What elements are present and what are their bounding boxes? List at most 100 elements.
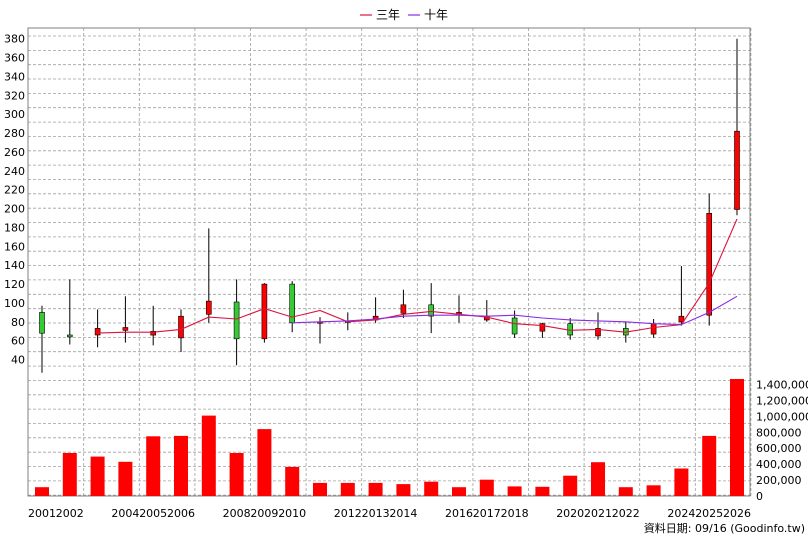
- series-line-3y: [97, 218, 738, 334]
- year-tick-label: 2005: [139, 507, 167, 520]
- year-tick-label: 2002: [56, 507, 84, 520]
- volume-tick-label: 1,400,000: [756, 379, 808, 392]
- volume-bar: [285, 466, 300, 496]
- volume-tick-label: 0: [756, 490, 763, 503]
- candle-body: [400, 304, 407, 314]
- volume-bar: [479, 479, 494, 496]
- candle-body: [261, 283, 268, 340]
- volume-bar: [674, 468, 689, 496]
- year-tick-label: 2018: [501, 507, 529, 520]
- volume-bar: [702, 435, 717, 496]
- candle-body: [150, 330, 156, 336]
- price-tick-label: 300: [4, 108, 25, 121]
- legend: 三年 十年: [360, 8, 448, 22]
- volume-bar: [35, 487, 49, 496]
- volume-bar: [452, 487, 466, 496]
- candle-body: [289, 283, 296, 324]
- volume-bar: [229, 453, 244, 496]
- legend-label-10y: 十年: [424, 8, 448, 22]
- average-lines: [97, 218, 738, 334]
- price-tick-label: 60: [11, 335, 25, 348]
- candle-body: [539, 323, 546, 332]
- price-tick-label: 240: [4, 165, 25, 178]
- year-tick-label: 2020: [556, 507, 584, 520]
- plot-frame: [27, 27, 751, 497]
- volume-bar: [201, 415, 216, 496]
- legend-label-3y: 三年: [376, 8, 400, 22]
- year-tick-label: 2024: [667, 507, 695, 520]
- year-tick-label: 2008: [223, 507, 251, 520]
- price-tick-label: 320: [4, 89, 25, 102]
- axes: [27, 27, 751, 497]
- candle-body: [650, 323, 657, 335]
- year-tick-label: 2016: [445, 507, 473, 520]
- year-tick-label: 2012: [334, 507, 362, 520]
- year-tick-label: 2025: [695, 507, 723, 520]
- volume-tick-label: 400,000: [756, 458, 802, 471]
- volume-bar: [507, 486, 522, 496]
- year-tick-label: 2009: [250, 507, 278, 520]
- volume-tick-label: 800,000: [756, 426, 802, 439]
- volume-bar: [535, 486, 550, 496]
- price-tick-label: 160: [4, 240, 25, 253]
- volume-bar: [730, 379, 744, 496]
- year-tick-label: 2004: [111, 507, 139, 520]
- volume-bar: [424, 481, 439, 496]
- volume-tick-label: 200,000: [756, 474, 802, 487]
- candle-body: [94, 328, 101, 336]
- year-tick-label: 2026: [723, 507, 751, 520]
- candle-body: [511, 317, 518, 335]
- price-tick-label: 260: [4, 146, 25, 159]
- candle-body: [122, 327, 129, 331]
- year-tick-label: 2022: [612, 507, 640, 520]
- price-tick-label: 220: [4, 184, 25, 197]
- axis-labels: 4060801001201401601802002202402602803003…: [4, 33, 808, 520]
- year-tick-label: 2001: [28, 507, 56, 520]
- price-tick-label: 380: [4, 33, 25, 46]
- volume-bar: [146, 436, 161, 496]
- volume-tick-label: 600,000: [756, 442, 802, 455]
- volume-bar: [62, 453, 77, 496]
- candle-body: [178, 315, 184, 339]
- price-tick-label: 120: [4, 278, 25, 291]
- volume-bars: [35, 379, 744, 496]
- candle-body: [706, 213, 713, 316]
- candle-body: [678, 315, 685, 323]
- year-tick-label: 2014: [389, 507, 417, 520]
- price-tick-label: 100: [4, 297, 25, 310]
- volume-bar: [563, 475, 578, 496]
- volume-tick-label: 1,000,000: [756, 410, 808, 423]
- price-tick-label: 340: [4, 71, 25, 84]
- volume-bar: [396, 484, 411, 496]
- year-tick-label: 2010: [278, 507, 306, 520]
- volume-bar: [368, 482, 383, 496]
- price-tick-label: 80: [11, 316, 25, 329]
- year-tick-label: 2021: [584, 507, 612, 520]
- volume-bar: [646, 485, 661, 496]
- candle-body: [595, 328, 601, 337]
- candle-body: [567, 323, 574, 336]
- volume-tick-label: 1,200,000: [756, 395, 808, 408]
- series-line-10y: [292, 295, 738, 326]
- volume-bar: [90, 456, 105, 496]
- price-tick-label: 140: [4, 259, 25, 272]
- price-tick-label: 180: [4, 222, 25, 235]
- volume-bar: [313, 482, 327, 496]
- volume-bar: [257, 429, 272, 496]
- price-tick-label: 280: [4, 127, 25, 140]
- price-tick-label: 360: [4, 52, 25, 65]
- price-tick-label: 40: [11, 354, 25, 367]
- year-tick-label: 2006: [167, 507, 195, 520]
- volume-bar: [174, 435, 188, 496]
- candle-body: [734, 130, 740, 210]
- year-tick-label: 2017: [473, 507, 501, 520]
- volume-bar: [618, 487, 633, 496]
- candle-body: [67, 334, 73, 338]
- candle-body: [233, 301, 240, 340]
- price-tick-label: 200: [4, 203, 25, 216]
- volume-bar: [340, 482, 355, 496]
- candle-body: [428, 304, 435, 317]
- volume-bar: [118, 461, 133, 496]
